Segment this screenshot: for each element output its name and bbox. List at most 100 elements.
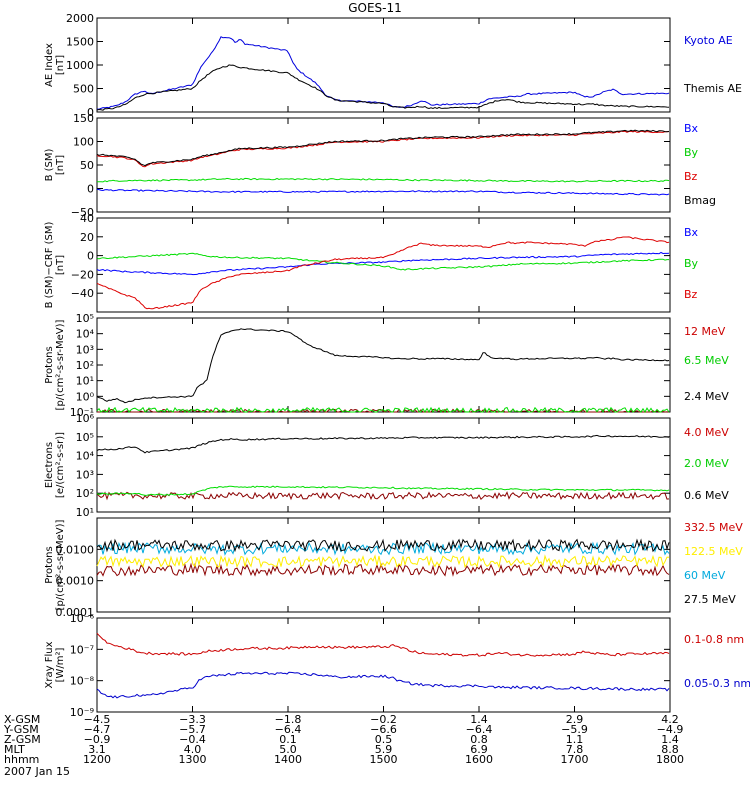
series-line bbox=[96, 130, 669, 168]
x-row-value: −6.4 bbox=[275, 723, 302, 736]
y-tick-label: 10¹ bbox=[76, 506, 94, 519]
series-line bbox=[96, 177, 670, 183]
x-row-label: Z-GSM bbox=[4, 733, 41, 746]
series-line bbox=[96, 64, 670, 111]
x-row-value: 1.1 bbox=[566, 733, 584, 746]
series-line bbox=[96, 36, 670, 110]
y-tick-label: 500 bbox=[73, 83, 94, 96]
x-row-value: 6.9 bbox=[470, 743, 488, 756]
x-row-value: 1600 bbox=[465, 753, 493, 766]
panel-b: −50 0 50 100 150 B (SM) [nT] Bx By Bz Bmag bbox=[44, 112, 716, 219]
x-row-value: −6.6 bbox=[370, 723, 397, 736]
y-tick-label: 0 bbox=[87, 106, 94, 119]
y-tick-label: 20 bbox=[80, 231, 94, 244]
x-row-value: 0.8 bbox=[470, 733, 488, 746]
y-tick-label: −50 bbox=[71, 206, 94, 219]
panel-xray: 10⁻⁹ 10⁻⁸ 10⁻⁷ 10⁻⁶ Xray Flux [W/m²] 0.1-0.8 n… bbox=[44, 612, 750, 719]
series-line bbox=[96, 538, 670, 553]
y-axis-unit: [nT] bbox=[55, 55, 66, 75]
x-row-value: 1.4 bbox=[470, 713, 488, 726]
series-line bbox=[96, 554, 670, 569]
y-tick-label: 0.0001 bbox=[56, 606, 95, 619]
y-axis-label: B (SM)−CRF (SM) bbox=[44, 221, 55, 308]
x-row-value: 1500 bbox=[370, 753, 398, 766]
y-axis-unit: [p/(cm²-s-sr-MeV)] bbox=[55, 319, 66, 410]
x-row-value: −0.4 bbox=[179, 733, 206, 746]
y-tick-label: 10⁻⁸ bbox=[70, 675, 95, 688]
x-row-value: 2.9 bbox=[566, 713, 584, 726]
legend-label: Kyoto AE bbox=[684, 34, 733, 47]
y-tick-label: 10³ bbox=[76, 468, 94, 481]
panel-frame bbox=[96, 117, 671, 213]
panel-electrons: 10¹ 10² 10³ 10⁴ 10⁵ 10⁶ Electrons [e/(cm²-s-sr)… bbox=[44, 412, 729, 519]
y-tick-label: 10⁻⁶ bbox=[70, 612, 95, 625]
x-row-value: −5.7 bbox=[179, 723, 206, 736]
x-row-value: −6.4 bbox=[466, 723, 493, 736]
y-axis-label: Protons bbox=[44, 546, 55, 583]
x-row-value: 8.8 bbox=[661, 743, 679, 756]
y-tick-label: −20 bbox=[71, 268, 94, 281]
x-row-value: 4.2 bbox=[661, 713, 679, 726]
legend-label: Bmag bbox=[684, 194, 716, 207]
x-row-value: 7.8 bbox=[566, 743, 584, 756]
x-row-value: 1200 bbox=[83, 753, 111, 766]
legend-label: 27.5 MeV bbox=[684, 593, 736, 606]
legend-label: Themis AE bbox=[683, 82, 742, 95]
legend-label: 0.6 MeV bbox=[684, 489, 729, 502]
panel-ae: 0 500 1000 1500 2000 AE Index [nT] Kyoto AE Them… bbox=[44, 12, 742, 119]
y-tick-label: 10⁻⁷ bbox=[70, 643, 94, 656]
x-row-label: X-GSM bbox=[4, 713, 40, 726]
x-row-value: 0.1 bbox=[279, 733, 297, 746]
series-line bbox=[96, 491, 670, 501]
y-axis-unit: [W/m²] bbox=[55, 647, 66, 682]
x-row-value: −1.8 bbox=[275, 713, 302, 726]
x-row-value: −4.9 bbox=[657, 723, 684, 736]
x-row-label: MLT bbox=[4, 743, 25, 756]
legend-label: By bbox=[684, 257, 699, 270]
x-row-label: Y-GSM bbox=[3, 723, 39, 736]
x-row-value: 1.4 bbox=[661, 733, 679, 746]
y-tick-label: 10⁶ bbox=[76, 412, 95, 425]
y-axis-unit: [nT] bbox=[55, 155, 66, 175]
legend-label: 0.1-0.8 nm bbox=[684, 633, 744, 646]
y-tick-label: 10⁴ bbox=[76, 328, 95, 341]
x-row-value: 0.5 bbox=[375, 733, 393, 746]
legend-label: 12 MeV bbox=[684, 325, 726, 338]
y-tick-label: 40 bbox=[80, 212, 94, 225]
y-tick-label: 10⁰ bbox=[76, 390, 95, 403]
y-tick-label: 0.0010 bbox=[56, 575, 95, 588]
x-row-value: −0.9 bbox=[84, 733, 111, 746]
y-tick-label: −40 bbox=[71, 287, 94, 300]
panel-protons-low: 10⁻¹ 10⁰ 10¹ 10² 10³ 10⁴ 10⁵ Protons [p/(cm²-s-s… bbox=[44, 312, 729, 419]
series-line bbox=[96, 129, 670, 167]
legend-label: Bz bbox=[684, 170, 698, 183]
y-axis-unit: [e/(cm²-s-sr)] bbox=[55, 432, 66, 498]
x-row-value: 1300 bbox=[179, 753, 207, 766]
x-row-value: −0.2 bbox=[370, 713, 397, 726]
series-line bbox=[96, 434, 670, 454]
legend-label: 6.5 MeV bbox=[684, 354, 729, 367]
y-axis-unit: [p/(cm²-s-sr-MeV)] bbox=[55, 519, 66, 610]
x-row-value: −4.5 bbox=[84, 713, 111, 726]
y-tick-label: 1000 bbox=[66, 59, 94, 72]
date-label: 2007 Jan 15 bbox=[4, 765, 70, 778]
y-tick-label: 10¹ bbox=[76, 375, 94, 388]
y-tick-label: 10⁻⁹ bbox=[70, 706, 94, 719]
series-line bbox=[96, 252, 669, 271]
legend-label: Bz bbox=[684, 288, 698, 301]
legend-label: 122.5 MeV bbox=[684, 545, 743, 558]
x-row-value: 5.9 bbox=[375, 743, 393, 756]
x-row-value: −5.9 bbox=[561, 723, 588, 736]
panel-frame bbox=[96, 17, 671, 113]
x-row-value: 5.0 bbox=[279, 743, 297, 756]
legend-label: Bx bbox=[684, 226, 699, 239]
x-row-value: 1400 bbox=[274, 753, 302, 766]
y-axis-label: B (SM) bbox=[44, 148, 55, 181]
panel-frame bbox=[96, 317, 671, 413]
legend-label: 332.5 MeV bbox=[684, 521, 743, 534]
series-line bbox=[96, 632, 670, 657]
y-tick-label: 50 bbox=[80, 159, 94, 172]
y-tick-label: 10⁵ bbox=[76, 312, 94, 325]
legend-label: Bx bbox=[684, 122, 699, 135]
series-line bbox=[96, 251, 670, 276]
